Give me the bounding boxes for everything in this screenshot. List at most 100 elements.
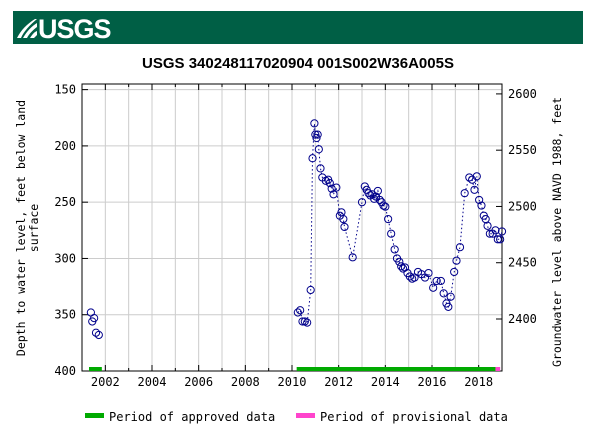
y-right-tick-label: 2500 bbox=[508, 199, 537, 213]
data-point bbox=[339, 214, 348, 224]
data-point bbox=[439, 289, 448, 298]
data-point bbox=[316, 164, 325, 173]
usgs-logo-text: USGS bbox=[38, 14, 111, 44]
data-point bbox=[381, 202, 390, 211]
data-point bbox=[493, 235, 502, 244]
usgs-header-bar bbox=[13, 11, 583, 44]
data-point bbox=[405, 272, 414, 281]
data-point bbox=[348, 253, 357, 262]
x-tick-label: 2016 bbox=[418, 375, 447, 389]
data-point bbox=[387, 229, 396, 238]
data-point bbox=[429, 283, 438, 292]
legend: Period of approved data Period of provis… bbox=[85, 410, 508, 424]
data-point bbox=[314, 145, 323, 154]
gridlines bbox=[82, 84, 502, 371]
y-left-tick-label: 350 bbox=[54, 308, 76, 322]
data-point bbox=[395, 257, 404, 266]
y-right-tick-label: 2550 bbox=[508, 143, 537, 157]
data-point bbox=[491, 226, 500, 235]
x-tick-label: 2018 bbox=[464, 375, 493, 389]
provisional-period-bar bbox=[495, 367, 501, 371]
y-left-tick-label: 400 bbox=[54, 364, 76, 378]
data-point bbox=[313, 130, 322, 139]
data-point bbox=[455, 243, 465, 252]
data-point bbox=[303, 318, 312, 327]
legend-swatch-approved bbox=[85, 413, 104, 418]
data-point bbox=[452, 256, 461, 265]
y-right-tick-label: 2400 bbox=[508, 312, 537, 326]
data-point bbox=[293, 308, 302, 317]
legend-label-approved: Period of approved data bbox=[109, 410, 275, 424]
data-point bbox=[327, 184, 336, 193]
legend-swatch-provisional bbox=[296, 413, 315, 418]
left-axis-title: Depth to water level, feet below land su… bbox=[14, 100, 41, 356]
x-tick-label: 2002 bbox=[91, 375, 120, 389]
data-point bbox=[311, 130, 320, 139]
axis-ticks bbox=[81, 84, 503, 372]
data-point bbox=[470, 185, 479, 194]
legend-label-provisional: Period of provisional data bbox=[320, 410, 508, 424]
y-left-tick-label: 250 bbox=[54, 195, 76, 209]
data-point bbox=[370, 194, 379, 203]
data-point bbox=[94, 330, 103, 340]
chart-title: USGS 340248117020904 001S002W36A005S bbox=[142, 55, 454, 72]
x-tick-label: 2006 bbox=[184, 375, 213, 389]
data-point bbox=[373, 186, 382, 196]
x-tick-label: 2014 bbox=[371, 375, 400, 389]
x-tick-label: 2008 bbox=[231, 375, 260, 389]
data-point bbox=[375, 195, 384, 205]
data-point bbox=[477, 201, 486, 210]
x-tick-label: 2012 bbox=[324, 375, 353, 389]
approved-period-bar bbox=[89, 367, 102, 371]
data-point bbox=[436, 276, 445, 286]
data-point bbox=[483, 221, 492, 230]
data-point bbox=[446, 292, 455, 301]
y-right-tick-label: 2600 bbox=[508, 87, 537, 101]
left-axis-title-line1: Depth to water level, feet below land bbox=[14, 100, 28, 356]
data-point bbox=[397, 262, 406, 271]
data-point bbox=[460, 189, 469, 198]
data-point bbox=[475, 195, 484, 205]
data-point bbox=[357, 198, 367, 207]
data-point bbox=[424, 268, 433, 278]
y-left-tick-label: 300 bbox=[54, 251, 76, 265]
y-left-tick-label: 150 bbox=[54, 83, 76, 97]
data-point bbox=[472, 172, 481, 181]
x-tick-label: 2010 bbox=[278, 375, 307, 389]
data-point bbox=[496, 235, 505, 244]
data-point bbox=[306, 285, 315, 295]
right-axis-title: Groundwater level above NAVD 1988, feet bbox=[550, 97, 564, 367]
y-right-tick-label: 2450 bbox=[508, 256, 537, 270]
usgs-logo-waves-icon bbox=[17, 19, 37, 38]
data-point bbox=[390, 245, 399, 254]
data-point bbox=[450, 267, 459, 277]
data-point bbox=[400, 263, 410, 272]
data-point bbox=[312, 133, 321, 143]
data-point bbox=[296, 306, 305, 315]
y-left-tick-label: 200 bbox=[54, 139, 76, 153]
approved-period-bar bbox=[296, 367, 496, 371]
data-point bbox=[497, 227, 507, 236]
data-point bbox=[310, 119, 319, 128]
data-point bbox=[432, 276, 441, 286]
data-point bbox=[384, 214, 393, 224]
data-series bbox=[86, 119, 507, 340]
x-tick-label: 2004 bbox=[138, 375, 167, 389]
data-point bbox=[444, 302, 453, 311]
data-point bbox=[379, 201, 388, 210]
data-point bbox=[325, 178, 334, 188]
left-axis-title-line2: surface bbox=[27, 204, 41, 253]
data-point bbox=[90, 314, 99, 323]
data-point bbox=[298, 317, 307, 326]
usgs-logo: USGS bbox=[17, 14, 112, 44]
data-point bbox=[332, 183, 341, 192]
data-point bbox=[364, 189, 373, 198]
data-period-bars bbox=[89, 367, 501, 371]
data-point bbox=[398, 264, 408, 273]
tick-labels: 2002 2004 2006 2008 2010 2012 2014 2016 2018 150 2… bbox=[54, 83, 537, 389]
data-point bbox=[329, 190, 338, 199]
data-point bbox=[91, 328, 101, 337]
data-point bbox=[308, 154, 317, 163]
data-point bbox=[340, 222, 349, 232]
